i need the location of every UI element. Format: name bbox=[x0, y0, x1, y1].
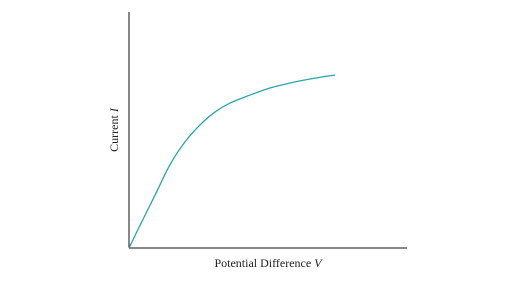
label-part: Potential Difference bbox=[214, 256, 311, 270]
label-part: V bbox=[314, 256, 323, 270]
y-axis-label: Current I bbox=[107, 107, 121, 152]
label-part: I bbox=[107, 107, 121, 113]
curve bbox=[128, 74, 336, 249]
x-axis-label: Potential Difference V bbox=[214, 256, 323, 270]
label-part: Current bbox=[107, 115, 121, 152]
